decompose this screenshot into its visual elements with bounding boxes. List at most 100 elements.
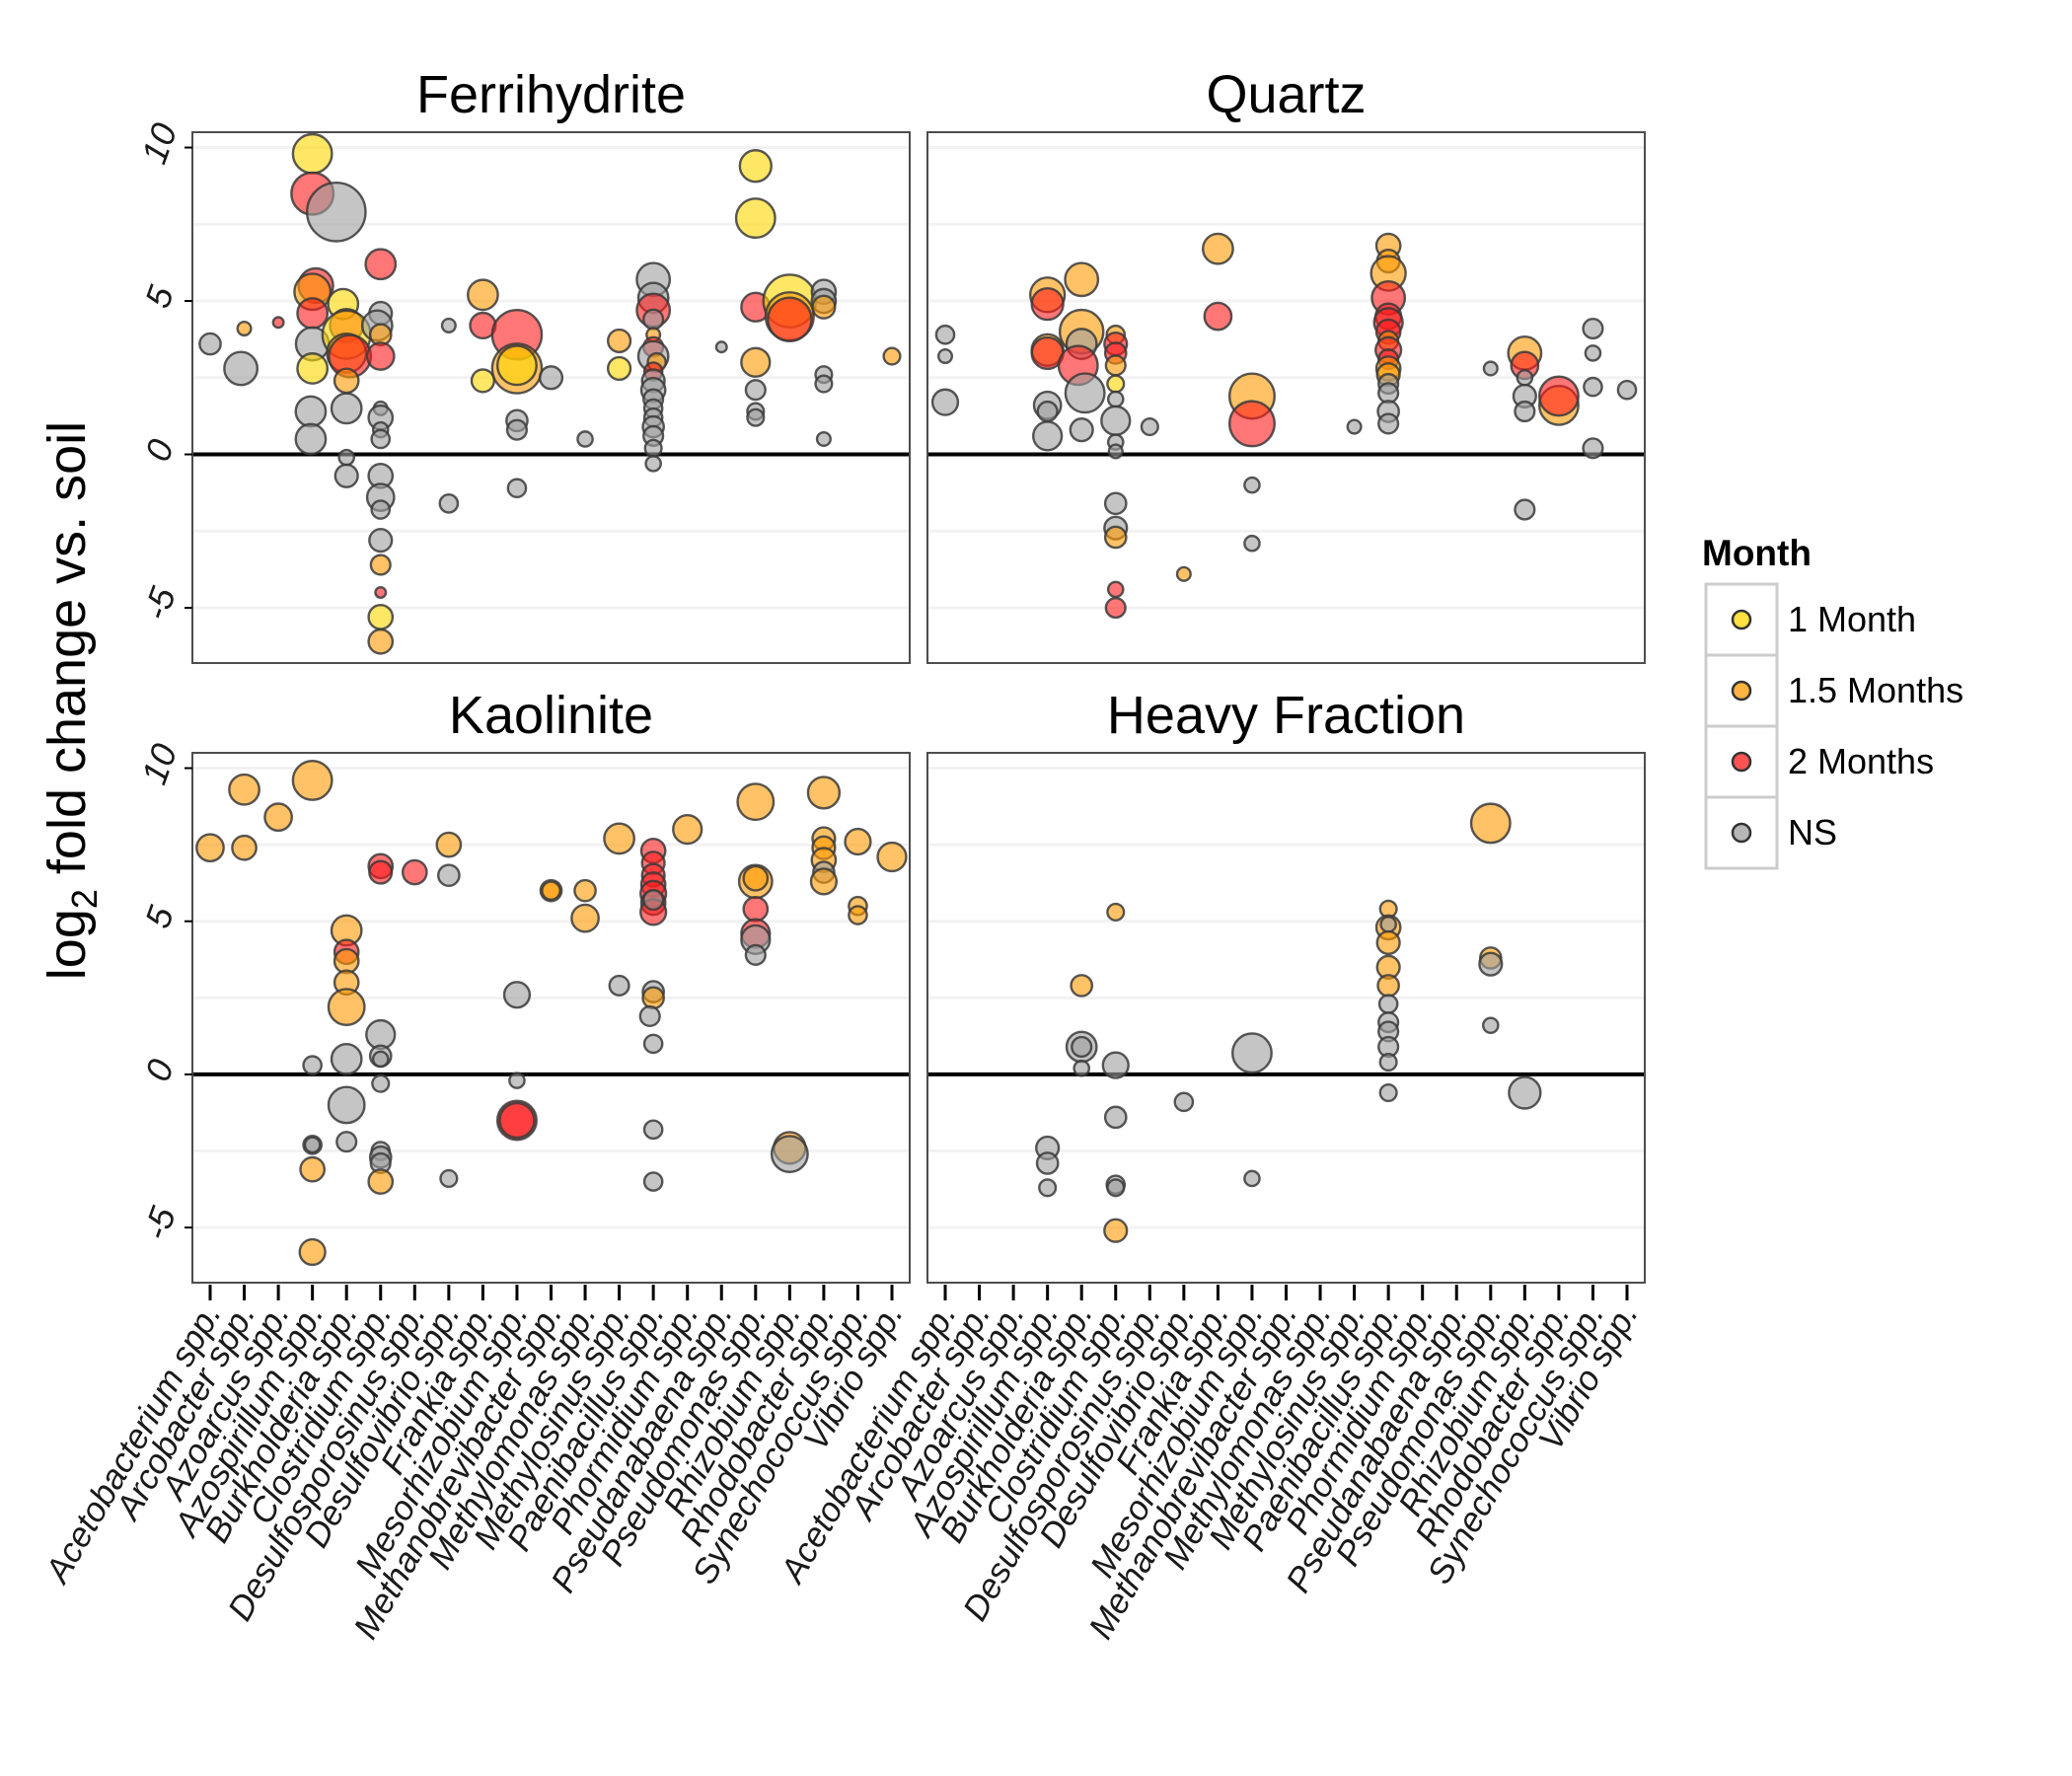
bubble-synechococcus-spp-1-5-months	[844, 827, 872, 856]
bubble-pseudomonas-spp-2-months	[742, 895, 770, 923]
bubble-burkholderia-spp-ns	[1064, 372, 1106, 414]
panel-heavy-fraction: Heavy Fraction	[926, 686, 1646, 1284]
bubble-paenibacillus-spp-1-5-months	[1375, 929, 1401, 956]
bubble-pseudomonas-spp-1-5-months	[742, 864, 770, 892]
bubble-paenibacillus-spp-ns	[642, 308, 665, 331]
bubble-pseudomonas-spp-1-5-months	[740, 346, 772, 378]
legend-key-dot	[1731, 822, 1752, 844]
bubble-burkholderia-spp-ns	[1071, 1035, 1093, 1059]
bubble-azospirillum-spp-ns	[1035, 1151, 1060, 1175]
bubble-rhizobium-spp-ns	[1508, 1075, 1542, 1110]
bubble-clostridium-spp-ns	[370, 499, 392, 520]
bubble-mesorhizobium-spp-ns	[1243, 476, 1261, 494]
bubble-clostridium-spp-ns	[1106, 1178, 1126, 1198]
bubble-azospirillum-spp-ns	[1036, 400, 1059, 423]
bubble-rhizobium-spp-ns	[1514, 400, 1536, 423]
panel-border	[926, 752, 1646, 1284]
bubble-clostridium-spp-ns	[368, 528, 394, 554]
bubble-arcobacter-spp-1-5-months	[228, 773, 260, 806]
bubble-clostridium-spp-2-months	[368, 859, 394, 885]
bubble-clostridium-spp-1-5-months	[367, 628, 395, 655]
bubble-desulfovibrio-spp-ns	[1173, 1091, 1195, 1113]
bubble-clostridium-spp-1-5-months	[367, 1168, 395, 1195]
bubble-acetobacterium-spp-ns	[936, 347, 954, 365]
bubble-arcobacter-spp-1-5-months	[231, 834, 258, 861]
bubble-clostridium-spp-2-months	[374, 585, 388, 599]
bubble-azoarcus-spp-1-5-months	[263, 802, 293, 833]
bubble-mesorhizobium-spp-ns	[506, 478, 528, 499]
bubble-paenibacillus-spp-ns	[1377, 412, 1400, 435]
panel-border	[926, 131, 1646, 664]
bubble-azospirillum-spp-2-months	[1030, 286, 1065, 322]
points-heavy-fraction	[1035, 802, 1542, 1243]
bubble-clostridium-spp-1-month	[1106, 374, 1126, 394]
bubble-burkholderia-spp-1-5-months	[1064, 261, 1100, 298]
bubble-rhodobacter-spp-1-5-months	[811, 294, 837, 320]
bubble-mesorhizobium-spp-ns	[1243, 1169, 1261, 1188]
bubble-paenibacillus-spp-ns	[642, 1119, 664, 1141]
bubble-rhodobacter-spp-2-months	[1537, 375, 1580, 417]
bubble-vibrio-spp-ns	[1616, 379, 1638, 401]
bubble-azospirillum-spp-1-5-months	[291, 759, 333, 801]
bubble-clostridium-spp-ns	[1100, 405, 1132, 436]
legend-key-dot	[1731, 680, 1752, 702]
bubble-paenibacillus-spp-1-5-months	[641, 986, 665, 1010]
bubble-synechococcus-spp-ns	[1584, 344, 1602, 362]
bubble-paenibacillus-spp-ns	[642, 888, 665, 912]
bubble-pseudomonas-spp-1-month	[738, 149, 773, 184]
bubble-methylosinus-spp-ns	[1346, 418, 1363, 435]
legend-key-dot	[1731, 609, 1752, 630]
bubble-methylomonas-spp-1-5-months	[570, 903, 600, 933]
bubble-pseudomonas-spp-ns	[744, 943, 767, 966]
bubble-rhizobium-spp-2-months	[767, 296, 813, 342]
bubble-rhodobacter-spp-ns	[814, 374, 834, 394]
bubble-frankia-spp-1-5-months	[466, 278, 499, 312]
bubble-burkholderia-spp-ns	[305, 182, 367, 243]
bubble-arcobacter-spp-1-5-months	[236, 320, 253, 337]
bubble-paenibacillus-spp-ns	[642, 1171, 664, 1192]
bubble-azospirillum-spp-ns	[303, 1136, 322, 1154]
bubble-rhodobacter-spp-ns	[815, 430, 832, 448]
bubble-methylosinus-spp-ns	[608, 974, 630, 997]
bubble-mesorhizobium-spp-ns	[505, 418, 529, 441]
bubble-burkholderia-spp-ns	[330, 392, 363, 425]
bubble-paenibacillus-spp-ns	[644, 455, 662, 473]
legend-items: 1 Month 1.5 Months 2 Months NS	[1704, 582, 1963, 870]
bubble-clostridium-spp-2-months	[364, 248, 398, 281]
bubble-desulfosporosinus-spp-2-months	[401, 858, 428, 886]
bubble-azoarcus-spp-2-months	[271, 316, 285, 330]
bubble-acetobacterium-spp-ns	[934, 324, 956, 345]
bubble-burkholderia-spp-ns	[327, 1085, 366, 1125]
bubble-pseudomonas-spp-ns	[1482, 360, 1499, 377]
legend: Month 1 Month 1.5 Months 2 Months NS	[1702, 533, 1963, 870]
legend-item-2-months: 2 Months	[1704, 724, 1934, 799]
bubble-paenibacillus-spp-1-5-months	[1376, 974, 1400, 998]
legend-label: 1 Month	[1788, 599, 1916, 639]
bubble-azospirillum-spp-2-months	[296, 297, 330, 330]
bubble-azospirillum-spp-ns	[1032, 420, 1064, 452]
bubble-methanobrevibacter-spp-1-5-months	[541, 880, 561, 902]
bubble-arcobacter-spp-ns	[223, 350, 259, 387]
legend-label: 1.5 Months	[1788, 670, 1963, 710]
bubble-clostridium-spp-ns	[1107, 443, 1124, 460]
bubble-clostridium-spp-2-months	[1106, 580, 1125, 599]
bubble-methylosinus-spp-1-5-months	[606, 328, 632, 354]
bubble-frankia-spp-2-months	[1203, 301, 1233, 332]
bubble-paenibacillus-spp-ns	[1378, 1052, 1398, 1073]
bubble-synechococcus-spp-ns	[1582, 317, 1604, 340]
bubble-acetobacterium-spp-1-5-months	[195, 833, 225, 863]
bubble-clostridium-spp-ns	[371, 1050, 390, 1069]
bubble-methylomonas-spp-1-5-months	[573, 878, 597, 903]
bubble-rhizobium-spp-ns	[1516, 368, 1534, 387]
bubble-vibrio-spp-1-5-months	[882, 346, 902, 366]
bubble-pseudomonas-spp-ns	[1478, 951, 1504, 977]
bubble-desulfovibrio-spp-1-5-months	[435, 831, 463, 858]
bubble-frankia-spp-1-5-months	[1202, 232, 1234, 265]
bubble-desulfosporosinus-spp-ns	[1140, 416, 1159, 437]
bubble-burkholderia-spp-ns	[330, 1043, 363, 1075]
bubble-methylosinus-spp-1-month	[606, 355, 632, 382]
bubble-burkholderia-spp-ns	[337, 448, 356, 467]
bubble-pseudanabaena-spp-ns	[714, 340, 728, 354]
